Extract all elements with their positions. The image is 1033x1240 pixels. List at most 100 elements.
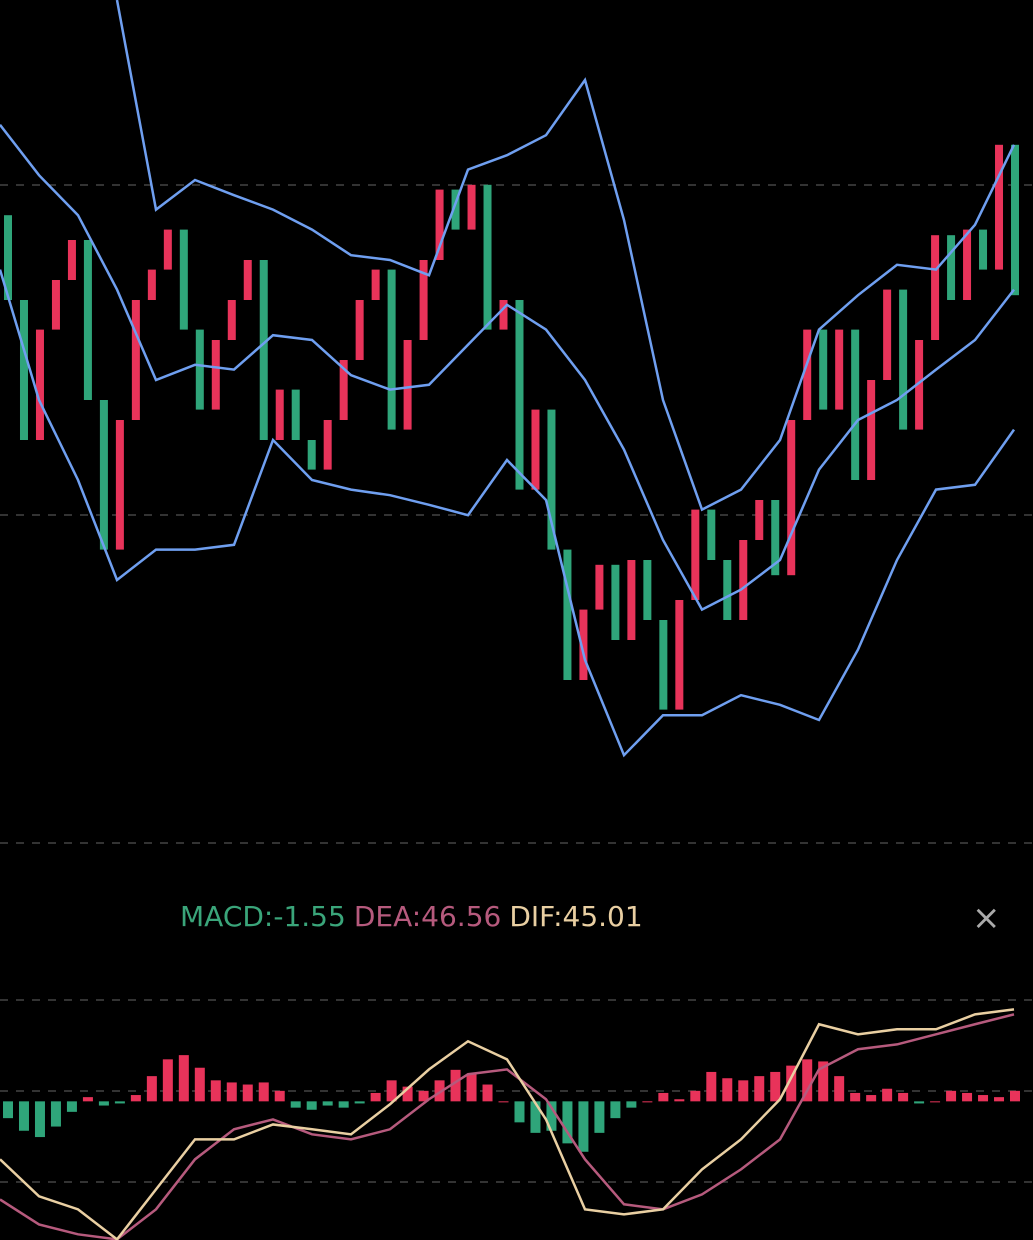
candle bbox=[723, 560, 732, 620]
macd-bar bbox=[418, 1090, 429, 1102]
macd-bar bbox=[962, 1092, 973, 1102]
macd-bar bbox=[18, 1101, 29, 1131]
macd-bar bbox=[866, 1095, 877, 1102]
macd-bar bbox=[898, 1092, 909, 1102]
macd-bar bbox=[338, 1101, 349, 1108]
macd-bar bbox=[194, 1067, 205, 1102]
candle bbox=[627, 560, 636, 640]
macd-bar bbox=[178, 1055, 189, 1102]
macd-bar bbox=[626, 1101, 637, 1108]
macd-bar bbox=[386, 1080, 397, 1102]
macd-bar bbox=[466, 1074, 477, 1102]
dea-value: DEA:46.56 bbox=[353, 900, 502, 933]
macd-bar bbox=[514, 1101, 525, 1123]
macd-bar bbox=[578, 1101, 589, 1152]
candle bbox=[931, 235, 940, 340]
candle bbox=[275, 389, 284, 440]
macd-bar bbox=[130, 1095, 141, 1102]
macd-bar bbox=[818, 1061, 829, 1102]
candle bbox=[835, 329, 844, 410]
candle bbox=[963, 229, 972, 300]
dif-line bbox=[0, 1008, 1015, 1240]
macd-bar bbox=[66, 1101, 77, 1112]
candle bbox=[531, 409, 540, 490]
candle bbox=[691, 509, 700, 600]
candle bbox=[403, 340, 412, 430]
candle bbox=[435, 189, 444, 260]
band-line bbox=[0, 124, 1015, 612]
dea-line bbox=[0, 1013, 1015, 1240]
macd-bar bbox=[322, 1101, 333, 1106]
candle bbox=[35, 329, 44, 440]
macd-bar bbox=[594, 1101, 605, 1133]
macd-bar bbox=[1010, 1090, 1020, 1102]
candle bbox=[467, 184, 476, 230]
macd-bar bbox=[50, 1101, 61, 1127]
candle bbox=[867, 380, 876, 480]
candle bbox=[195, 329, 204, 410]
macd-bar bbox=[450, 1069, 461, 1102]
macd-bar bbox=[690, 1090, 701, 1102]
macd-bar bbox=[674, 1099, 685, 1102]
macd-bar bbox=[162, 1059, 173, 1102]
candle bbox=[19, 300, 28, 440]
macd-bar bbox=[802, 1059, 813, 1102]
macd-bar bbox=[402, 1086, 413, 1102]
macd-bar bbox=[274, 1090, 285, 1102]
macd-bar bbox=[722, 1078, 733, 1102]
candle bbox=[883, 289, 892, 380]
candle bbox=[915, 340, 924, 430]
candle bbox=[659, 620, 668, 710]
candle bbox=[99, 400, 108, 550]
candle bbox=[51, 280, 60, 330]
macd-bar bbox=[226, 1082, 237, 1102]
macd-legend: MACD:-1.55 DEA:46.56 DIF:45.01 bbox=[180, 900, 643, 933]
candle bbox=[803, 329, 812, 420]
candle bbox=[851, 329, 860, 480]
candle bbox=[387, 269, 396, 430]
candle bbox=[163, 229, 172, 270]
band-line bbox=[0, 269, 1016, 758]
candle bbox=[483, 184, 492, 330]
macd-bar bbox=[770, 1071, 781, 1102]
macd-bar bbox=[786, 1065, 797, 1102]
macd-bar bbox=[930, 1101, 941, 1103]
macd-bar bbox=[978, 1095, 989, 1102]
candle bbox=[515, 300, 524, 490]
candle bbox=[211, 340, 220, 410]
candle bbox=[819, 329, 828, 410]
macd-bar bbox=[914, 1101, 925, 1104]
candle bbox=[339, 360, 348, 420]
macd-bar bbox=[306, 1101, 317, 1110]
macd-bar bbox=[658, 1092, 669, 1102]
macd-bar bbox=[850, 1092, 861, 1102]
candle bbox=[259, 260, 268, 440]
candle bbox=[371, 269, 380, 300]
macd-bar bbox=[482, 1084, 493, 1102]
macd-bar bbox=[114, 1101, 125, 1104]
macd-bar bbox=[354, 1101, 365, 1104]
candle bbox=[563, 549, 572, 680]
candle bbox=[179, 229, 188, 330]
macd-bar bbox=[946, 1090, 957, 1102]
candle bbox=[547, 409, 556, 550]
macd-value: MACD:-1.55 bbox=[180, 900, 346, 933]
candle bbox=[771, 500, 780, 576]
candle bbox=[243, 260, 252, 300]
candle bbox=[147, 269, 156, 300]
candle bbox=[787, 420, 796, 576]
candle bbox=[979, 229, 988, 270]
macd-bar bbox=[754, 1076, 765, 1102]
macd-bar bbox=[706, 1071, 717, 1102]
candle bbox=[67, 240, 76, 280]
candle bbox=[4, 215, 12, 300]
candle bbox=[947, 235, 956, 300]
candle bbox=[1011, 144, 1019, 296]
candle bbox=[995, 144, 1004, 270]
macd-bar bbox=[242, 1084, 253, 1102]
close-button[interactable]: × bbox=[972, 898, 1001, 938]
candle bbox=[611, 564, 620, 640]
candle bbox=[419, 260, 428, 340]
